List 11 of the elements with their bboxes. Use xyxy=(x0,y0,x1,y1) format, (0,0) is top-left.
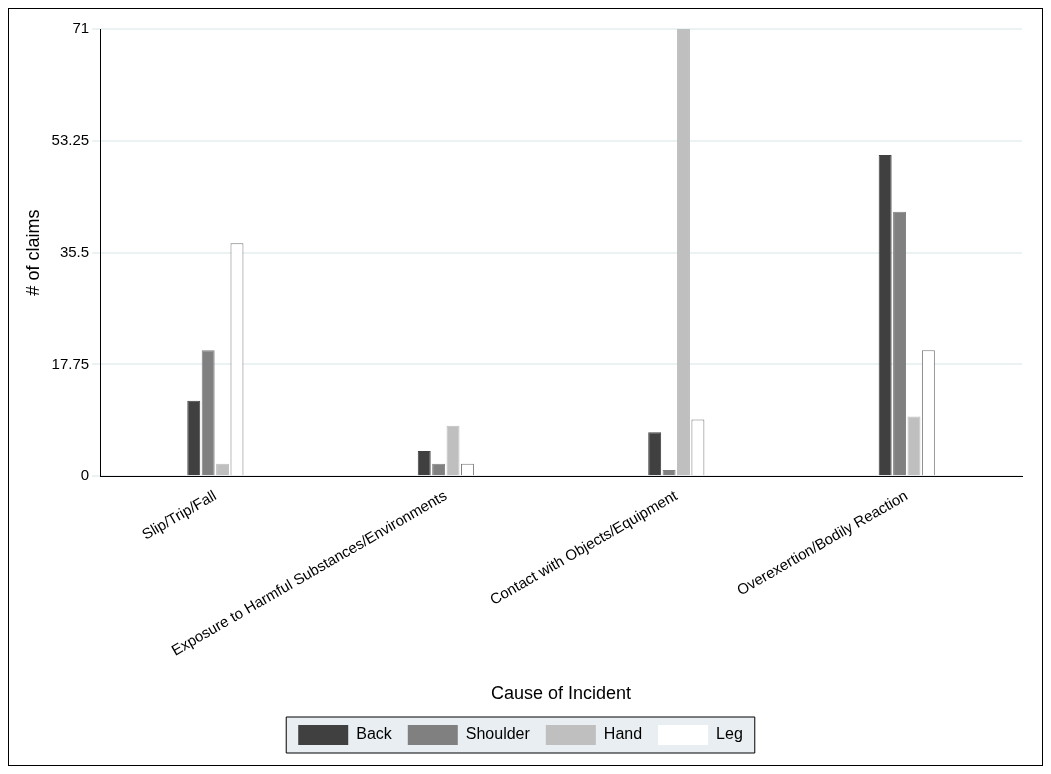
y-tick-label: 17.75 xyxy=(51,354,90,372)
y-axis-title: # of claims xyxy=(22,209,43,296)
y-tick-label: 35.5 xyxy=(59,242,90,260)
x-axis-title: Cause of Incident xyxy=(491,683,632,704)
y-tick-label: 53.25 xyxy=(51,130,90,148)
y-tick-label: 0 xyxy=(80,466,90,484)
legend-label: Back xyxy=(356,725,393,743)
y-tick-label: 71 xyxy=(72,19,90,37)
legend-label: Hand xyxy=(603,725,643,743)
legend-label: Leg xyxy=(716,725,743,743)
legend-label: Shoulder xyxy=(465,725,531,743)
